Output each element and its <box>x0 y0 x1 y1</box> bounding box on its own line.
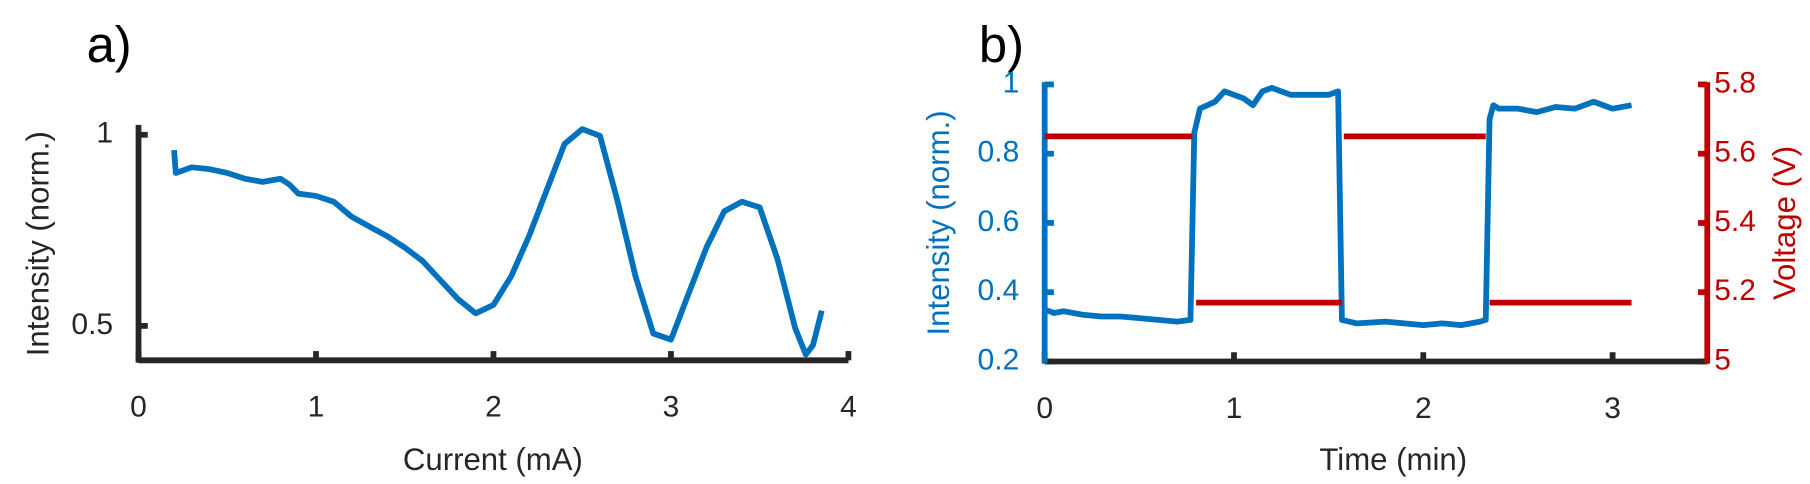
y-tick-label: 1 <box>1003 66 1020 99</box>
y-tick-label: 1 <box>96 117 113 150</box>
x-tick-label: 2 <box>485 391 502 424</box>
x-tick-label: 0 <box>130 391 147 424</box>
y2-tick-label: 5 <box>1714 343 1731 376</box>
y-tick-label: 0.2 <box>978 343 1020 376</box>
y2-tick-label: 5.4 <box>1714 205 1756 238</box>
x-tick-label: 1 <box>308 391 325 424</box>
y-axis-label: Intensity (norm.) <box>921 110 956 335</box>
x-axis-label: Current (mA) <box>403 442 583 477</box>
y-tick-label: 0.6 <box>978 205 1020 238</box>
x-tick-label: 0 <box>1036 392 1053 425</box>
y2-tick-label: 5.2 <box>1714 274 1756 307</box>
y-axis-label: Intensity (norm.) <box>21 131 56 356</box>
y-tick-label: 0.4 <box>978 274 1020 307</box>
y-tick-label: 0.5 <box>71 308 113 341</box>
x-axis-label: Time (min) <box>1319 442 1467 477</box>
x-tick-label: 3 <box>663 391 680 424</box>
data-line <box>1043 85 1633 328</box>
x-tick-label: 1 <box>1226 392 1243 425</box>
x-tick-label: 2 <box>1415 392 1432 425</box>
data-line <box>1044 133 1632 306</box>
x-tick-label: 3 <box>1604 392 1621 425</box>
y-tick-label: 0.8 <box>978 136 1020 169</box>
data-line <box>171 126 825 358</box>
y2-tick-label: 5.8 <box>1714 66 1756 99</box>
y2-axis-label: Voltage (V) <box>1767 146 1802 300</box>
panel-label: a) <box>87 16 132 73</box>
y2-tick-label: 5.6 <box>1714 136 1756 169</box>
panel-label: b) <box>979 16 1024 73</box>
x-tick-label: 4 <box>840 391 857 424</box>
